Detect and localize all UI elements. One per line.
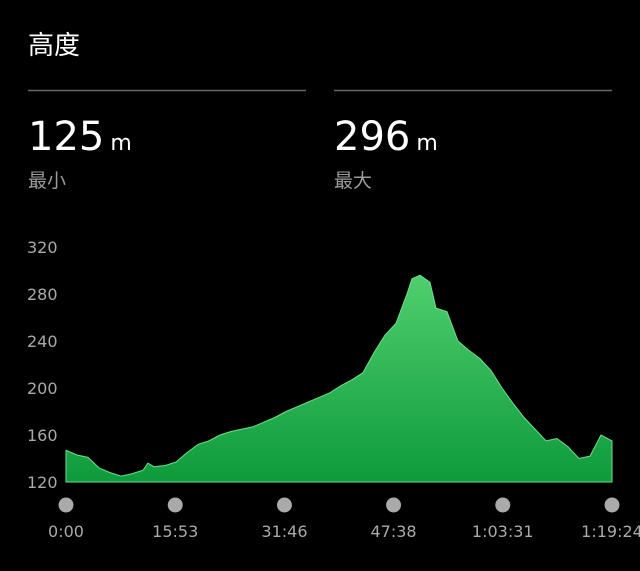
x-tick-label: 31:46 xyxy=(261,522,307,541)
x-tick-dot xyxy=(276,497,292,513)
x-tick-label: 1:19:24 xyxy=(581,522,640,541)
stat-unit: m xyxy=(416,131,437,156)
stat-value: 125 xyxy=(28,114,104,160)
x-tick-dot xyxy=(604,497,620,513)
x-tick-dot xyxy=(495,497,511,513)
y-tick-label: 200 xyxy=(27,379,58,398)
stat-label: 最小 xyxy=(28,170,66,192)
y-tick-label: 120 xyxy=(27,473,58,492)
x-tick-dot xyxy=(58,497,74,513)
x-tick-label: 0:00 xyxy=(48,522,84,541)
elevation-area xyxy=(65,274,613,483)
x-tick-label: 47:38 xyxy=(370,522,416,541)
y-tick-label: 320 xyxy=(27,238,58,257)
title: 高度 xyxy=(28,31,80,61)
y-tick-label: 280 xyxy=(27,285,58,304)
x-tick-label: 1:03:31 xyxy=(472,522,534,541)
stat-unit: m xyxy=(110,131,131,156)
x-tick-label: 15:53 xyxy=(152,522,198,541)
y-tick-label: 240 xyxy=(27,332,58,351)
stat-value: 296 xyxy=(334,114,410,160)
x-tick-dot xyxy=(167,497,183,513)
y-tick-label: 160 xyxy=(27,426,58,445)
x-tick-dot xyxy=(386,497,402,513)
stat-label: 最大 xyxy=(334,170,372,192)
